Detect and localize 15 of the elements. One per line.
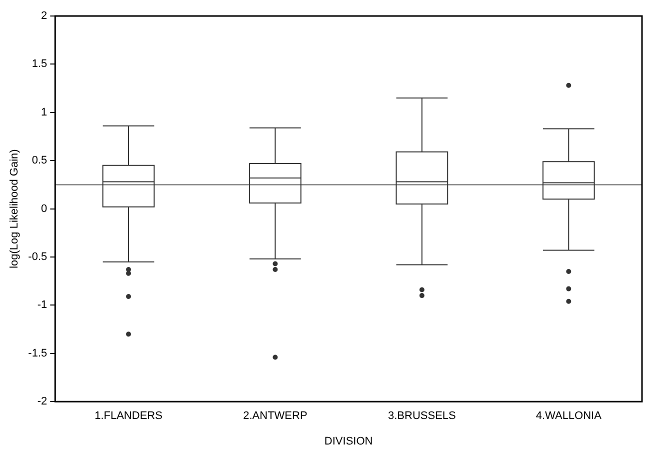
y-tick-label: -1 <box>37 299 48 312</box>
x-tick-label: 2.ANTWERP <box>243 410 308 422</box>
y-tick-label: -0.5 <box>28 251 48 264</box>
y-tick-label: 0.5 <box>32 154 48 167</box>
y-tick-label: -1.5 <box>28 347 48 360</box>
y-tick-label: 2 <box>41 10 48 22</box>
x-axis-title: DIVISION <box>324 435 373 448</box>
x-tick-label: 3.BRUSSELS <box>388 410 456 422</box>
y-tick-label: 1.5 <box>32 58 48 70</box>
y-axis-title: log(Log Likelihood Gain) <box>8 149 21 268</box>
y-tick-label: 1 <box>41 106 48 118</box>
x-tick-label: 4.WALLONIA <box>536 410 602 422</box>
y-tick-label: -2 <box>37 396 48 408</box>
y-tick-label: 0 <box>41 202 48 215</box>
x-tick-label: 1.FLANDERS <box>94 410 162 422</box>
